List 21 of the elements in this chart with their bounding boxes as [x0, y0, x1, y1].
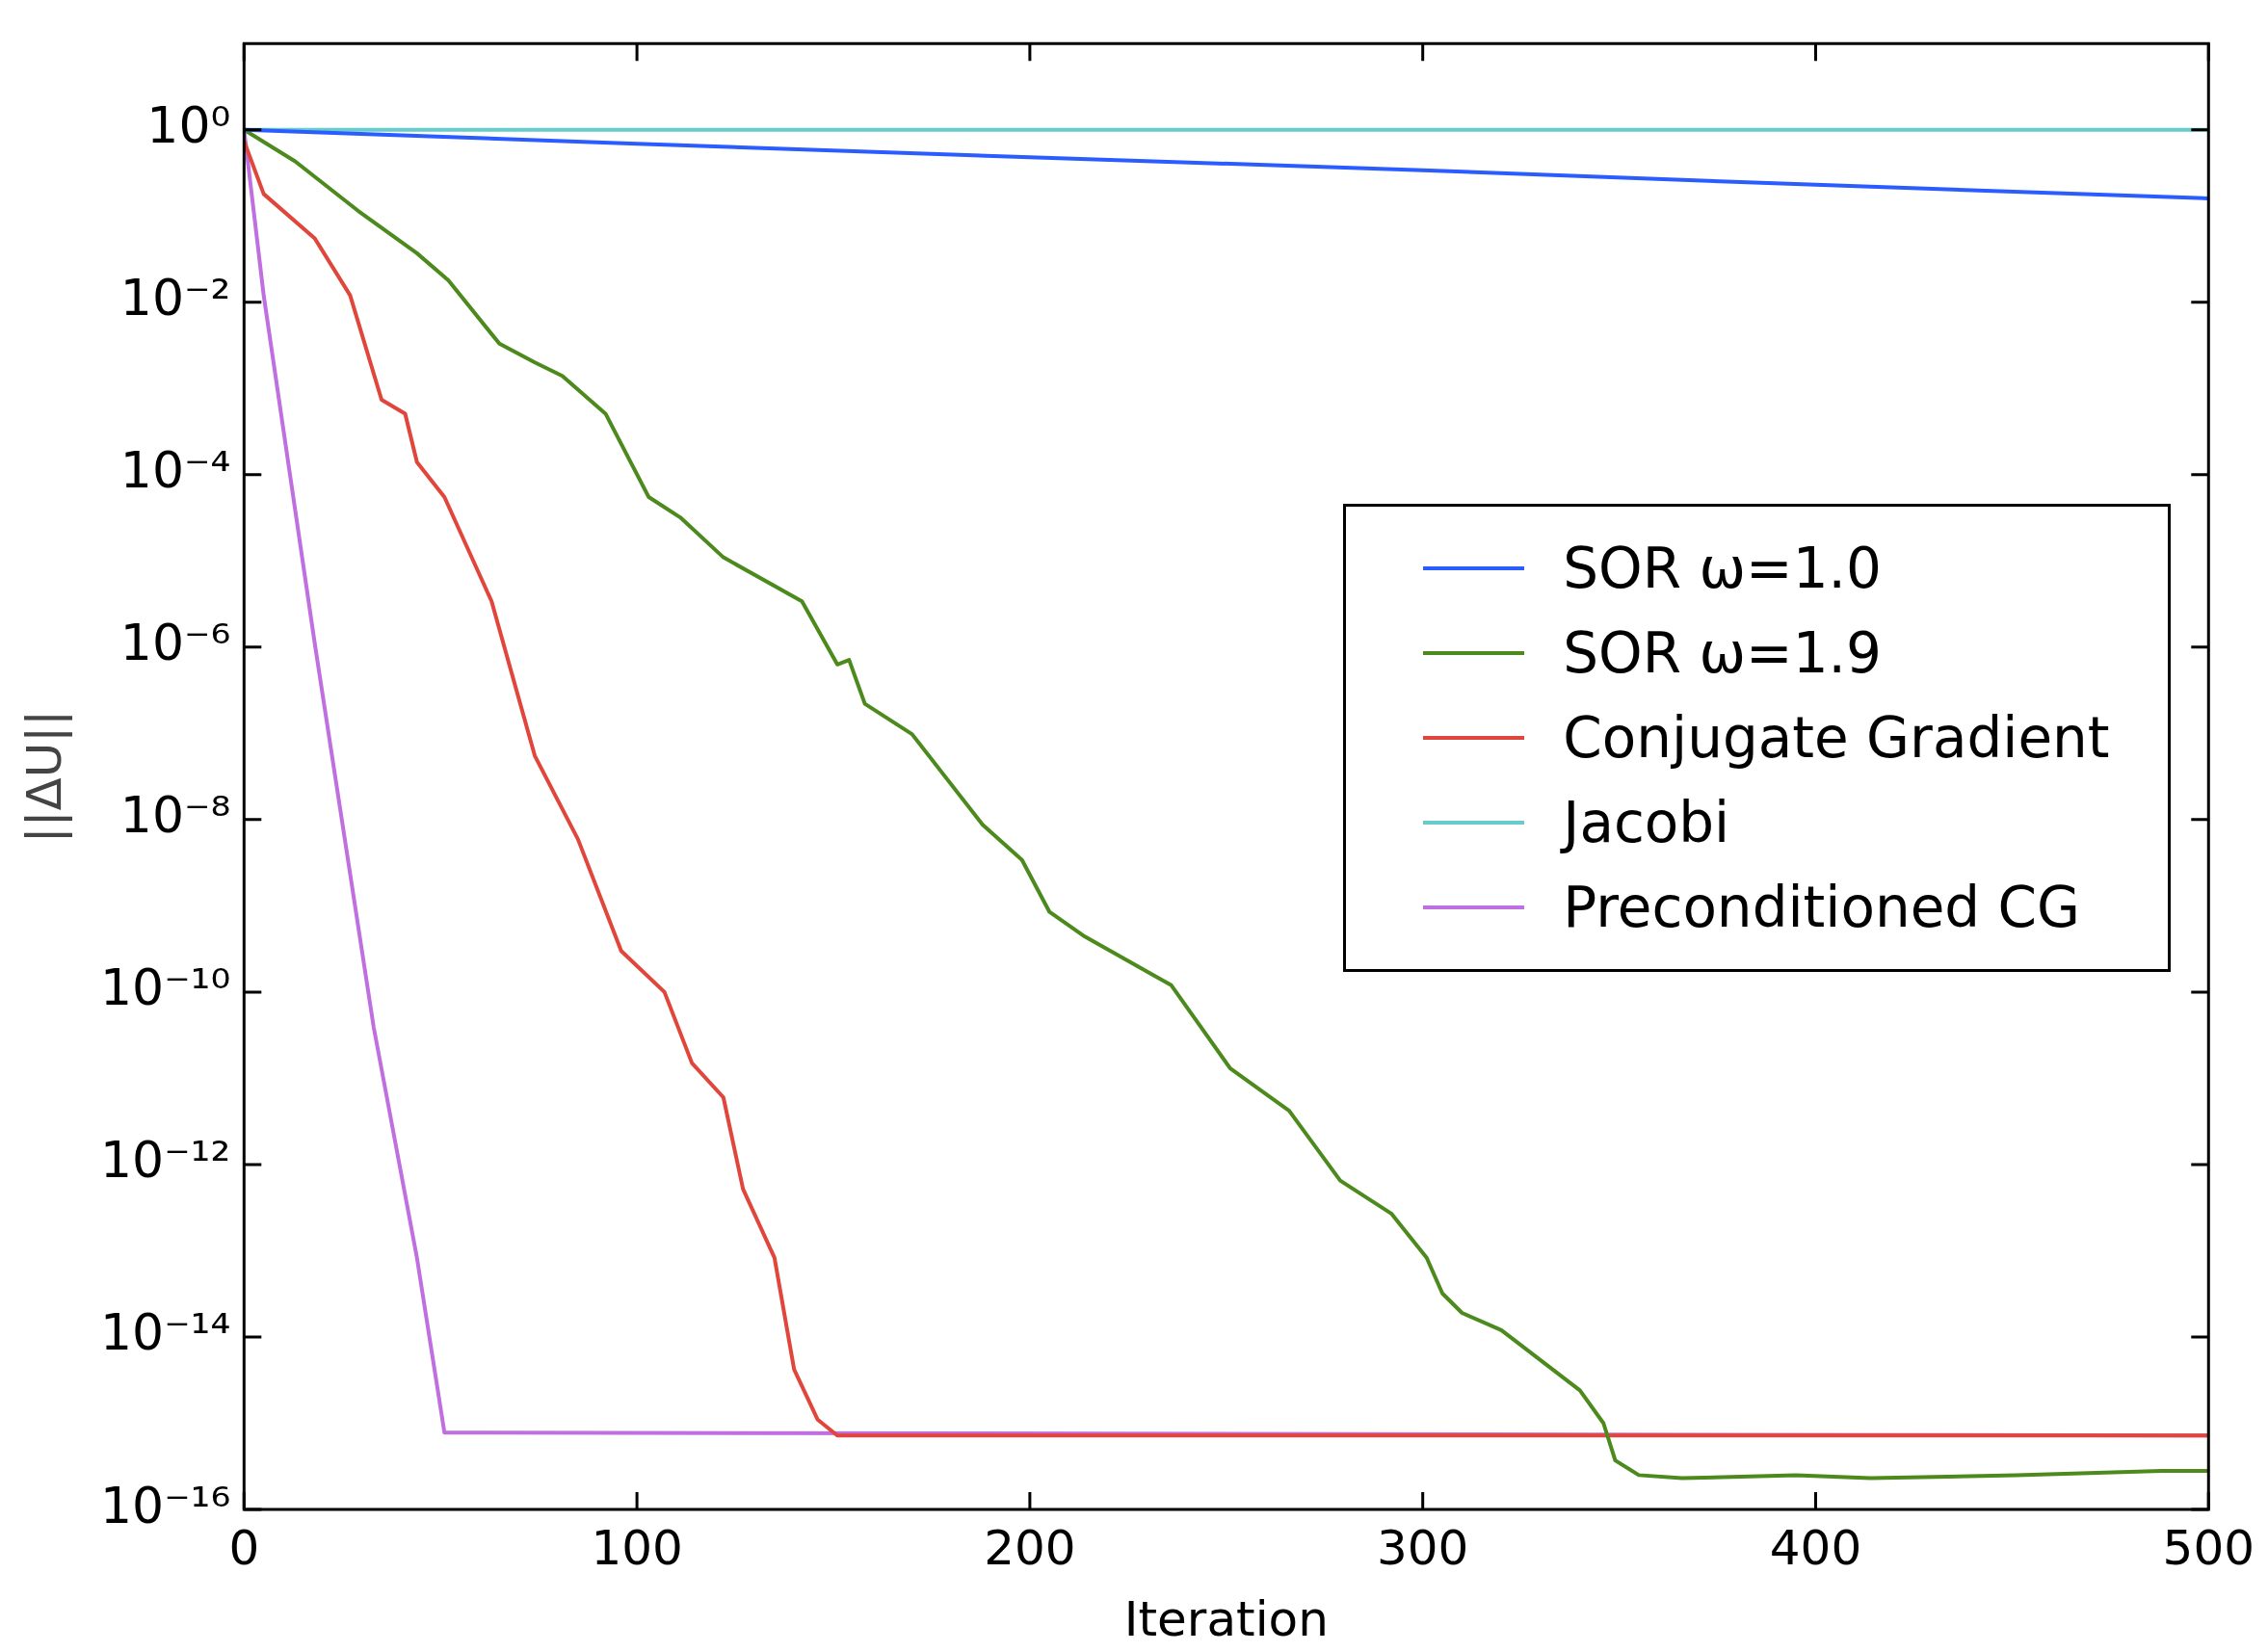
legend-label: Preconditioned CG [1563, 874, 2081, 943]
x-tick-label: 0 [228, 1519, 260, 1576]
y-tick-label: 10⁻⁴ [119, 441, 231, 500]
y-tick-label: 10⁻¹² [99, 1131, 231, 1190]
y-tick-label: 10⁻¹⁰ [99, 958, 231, 1017]
y-tick-label: 10⁻¹⁶ [99, 1476, 231, 1534]
y-tick-label: 10⁰ [146, 96, 231, 155]
y-tick-label: 10⁻⁸ [119, 786, 231, 845]
y-axis-title: ||ΔU|| [15, 710, 72, 844]
x-tick-label: 400 [1769, 1519, 1862, 1576]
x-tick-label: 500 [2162, 1519, 2255, 1576]
x-tick-label: 200 [984, 1519, 1076, 1576]
x-tick-label: 100 [591, 1519, 683, 1576]
y-tick-label: 10⁻² [119, 269, 231, 328]
legend-label: Conjugate Gradient [1563, 704, 2110, 774]
x-axis-title: Iteration [1123, 1590, 1329, 1647]
x-tick-label: 300 [1376, 1519, 1469, 1576]
y-tick-label: 10⁻¹⁴ [99, 1303, 231, 1362]
legend-label: SOR ω=1.9 [1563, 619, 1882, 689]
legend-label: SOR ω=1.0 [1563, 535, 1882, 604]
y-tick-label: 10⁻⁶ [119, 614, 231, 672]
